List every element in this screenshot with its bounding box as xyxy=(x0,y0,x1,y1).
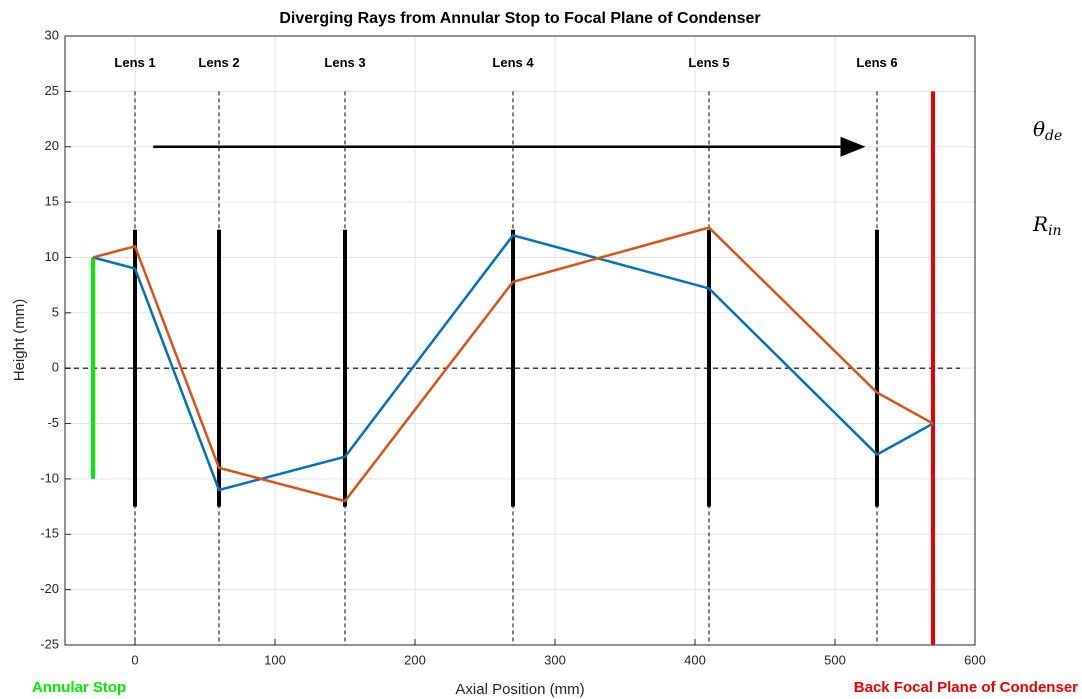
y-tick-label: 25 xyxy=(45,83,59,98)
x-tick-label: 100 xyxy=(264,652,286,667)
y-tick-label: 10 xyxy=(45,249,59,264)
ray xyxy=(92,226,934,503)
x-tick-label: 300 xyxy=(544,652,566,667)
y-tick-label: 20 xyxy=(45,138,59,153)
equation-subscript: de xyxy=(1045,128,1062,144)
y-tick-label: 15 xyxy=(45,194,59,209)
x-tick-label: 400 xyxy=(684,652,706,667)
y-tick-label: 0 xyxy=(52,360,59,375)
equation-symbol: θ xyxy=(1033,117,1045,141)
lens-label: Lens 2 xyxy=(198,55,239,70)
lens-label: Lens 5 xyxy=(688,55,729,70)
y-axis-label: Height (mm) xyxy=(11,299,28,382)
equation: θde xyxy=(1033,117,1062,145)
equation: Rin xyxy=(1032,212,1062,240)
y-tick-label: -10 xyxy=(40,470,59,485)
y-tick-label: -25 xyxy=(40,636,59,651)
plot-frame xyxy=(64,35,976,646)
ray xyxy=(92,233,934,492)
equation-symbol: R xyxy=(1032,212,1048,236)
y-tick-label: -20 xyxy=(40,581,59,596)
y-tick-label: -5 xyxy=(47,415,59,430)
x-tick-label: 0 xyxy=(131,652,138,667)
lens-label: Lens 4 xyxy=(492,55,534,70)
annular-stop-label: Annular Stop xyxy=(32,679,126,696)
equation-subscript: in xyxy=(1048,223,1062,239)
x-axis-label: Axial Position (mm) xyxy=(455,681,584,698)
lens-label: Lens 1 xyxy=(114,55,155,70)
y-tick-label: 30 xyxy=(45,27,59,42)
x-tick-label: 600 xyxy=(964,652,986,667)
x-tick-label: 200 xyxy=(404,652,426,667)
chart-title: Diverging Rays from Annular Stop to Foca… xyxy=(279,10,760,27)
x-tick-label: 500 xyxy=(824,652,846,667)
y-tick-label: 5 xyxy=(52,304,59,319)
lens-label: Lens 3 xyxy=(324,55,365,70)
lens-label: Lens 6 xyxy=(856,55,897,70)
y-tick-label: -15 xyxy=(40,526,59,541)
focal-plane-label: Back Focal Plane of Condenser xyxy=(854,679,1078,696)
